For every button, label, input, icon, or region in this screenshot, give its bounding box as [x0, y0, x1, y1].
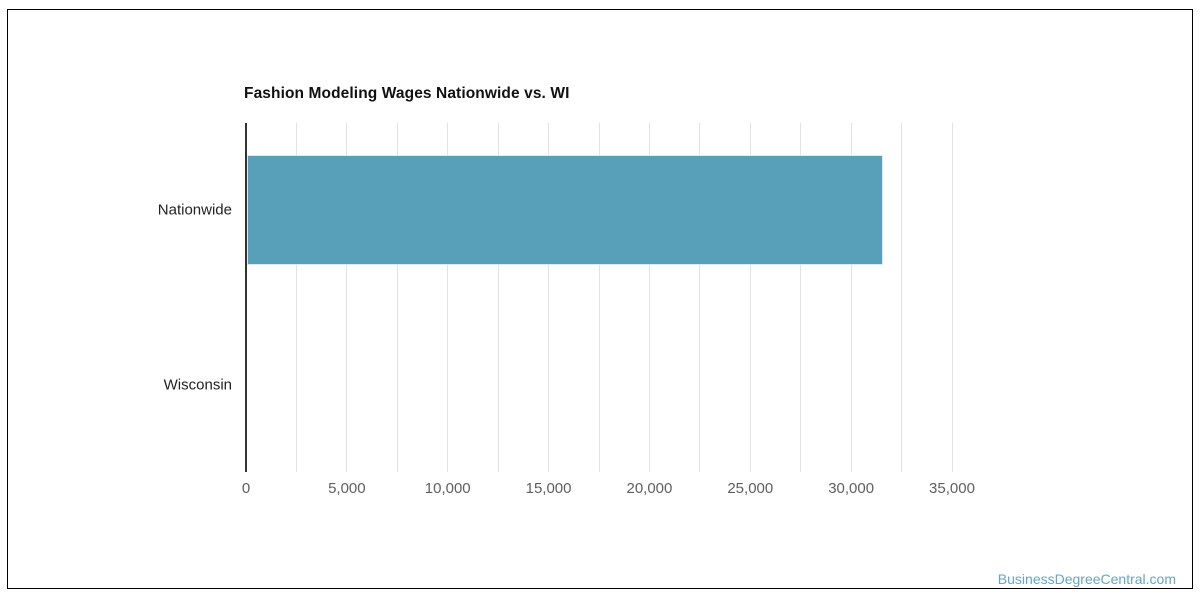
watermark-text: BusinessDegreeCentral.com [997, 571, 1176, 587]
x-gridline [497, 123, 499, 472]
category-label-wisconsin: Wisconsin [163, 376, 232, 394]
x-gridline [699, 123, 701, 472]
x-axis-tick-label: 15,000 [525, 480, 572, 497]
x-axis-tick-label: 5,000 [328, 480, 366, 497]
x-gridline [396, 123, 398, 472]
x-gridline [648, 123, 650, 472]
x-axis-tick-label: 0 [241, 480, 251, 497]
x-axis-tick-label: 25,000 [727, 480, 774, 497]
x-gridline [901, 123, 903, 472]
x-axis-tick-label: 20,000 [626, 480, 673, 497]
x-gridline [295, 123, 297, 472]
x-axis-tick-label: 35,000 [929, 480, 975, 497]
x-gridline [447, 123, 449, 472]
bar-nationwide [247, 155, 883, 266]
category-label-nationwide: Nationwide [157, 201, 232, 219]
x-axis-tick-label: 30,000 [828, 480, 875, 497]
x-gridline [800, 123, 802, 472]
x-axis-tick-label: 10,000 [424, 480, 471, 497]
y-axis-line [245, 123, 247, 472]
x-gridline [548, 123, 550, 472]
x-gridline [951, 123, 953, 472]
x-gridline [749, 123, 751, 472]
x-gridline [850, 123, 852, 472]
chart-title: Fashion Modeling Wages Nationwide vs. WI [244, 85, 570, 102]
x-gridline [346, 123, 348, 472]
x-gridline [598, 123, 600, 472]
